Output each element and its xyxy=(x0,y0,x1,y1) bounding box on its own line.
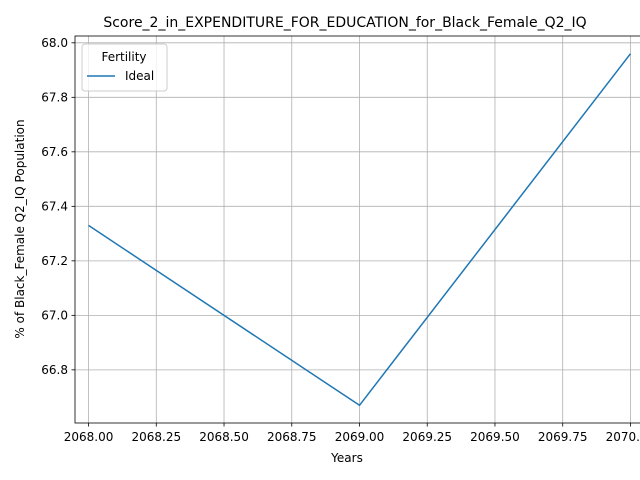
x-tick-label: 2069.25 xyxy=(402,430,452,444)
axis-ticks: 2068.00 2068.25 2068.50 2068.75 2069.00 2069.… xyxy=(41,36,640,444)
legend-title: Fertility xyxy=(101,50,146,64)
x-tick-label: 2069.50 xyxy=(470,430,520,444)
x-tick-label: 2068.00 xyxy=(64,430,114,444)
y-tick-label: 67.2 xyxy=(41,254,68,268)
grid xyxy=(75,36,640,423)
x-tick-label: 2068.25 xyxy=(131,430,181,444)
y-tick-label: 67.8 xyxy=(41,90,68,104)
x-tick-label: 2068.50 xyxy=(199,430,249,444)
y-tick-label: 67.0 xyxy=(41,308,68,322)
y-tick-label: 67.6 xyxy=(41,145,68,159)
y-axis-label: % of Black_Female Q2_IQ Population xyxy=(13,119,27,338)
legend-label-ideal: Ideal xyxy=(125,69,154,83)
y-tick-label: 67.4 xyxy=(41,199,68,213)
y-tick-label: 66.8 xyxy=(41,363,68,377)
legend-box xyxy=(81,43,168,92)
x-axis-label: Years xyxy=(330,451,363,465)
series-lines xyxy=(88,53,632,407)
x-tick-label: 2068.75 xyxy=(267,430,317,444)
x-tick-label: 2069.75 xyxy=(538,430,588,444)
chart-title: Score_2_in_EXPENDITURE_FOR_EDUCATION_for… xyxy=(103,15,586,31)
y-tick-label: 68.0 xyxy=(41,36,68,50)
x-tick-label: 2070.00 xyxy=(606,430,640,444)
series-line-ideal xyxy=(88,53,632,407)
legend: Fertility Ideal xyxy=(81,43,168,92)
x-tick-label: 2069.00 xyxy=(335,430,385,444)
